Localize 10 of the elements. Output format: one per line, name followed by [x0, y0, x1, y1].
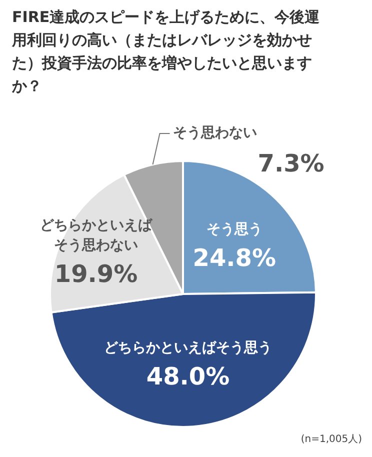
data-label: 24.8%: [192, 244, 276, 272]
data-label: 48.0%: [146, 362, 230, 391]
slice-label: どちらかといえばそう思わない: [40, 218, 154, 254]
chart-title: FIRE達成のスピードを上げるために、今後運用利回りの高い（またはレバレッジを効かせた）投資手法の比率を増やしたいと思いますか？: [12, 7, 321, 97]
slice-label: そう思わない: [172, 125, 257, 142]
data-label: 19.9%: [54, 260, 138, 288]
slice-label: どちらかといえばそう思う: [104, 340, 272, 356]
data-label: 7.3%: [258, 150, 324, 178]
text: (n=1,005人): [300, 433, 362, 446]
slice-label: そう思う: [206, 222, 262, 238]
